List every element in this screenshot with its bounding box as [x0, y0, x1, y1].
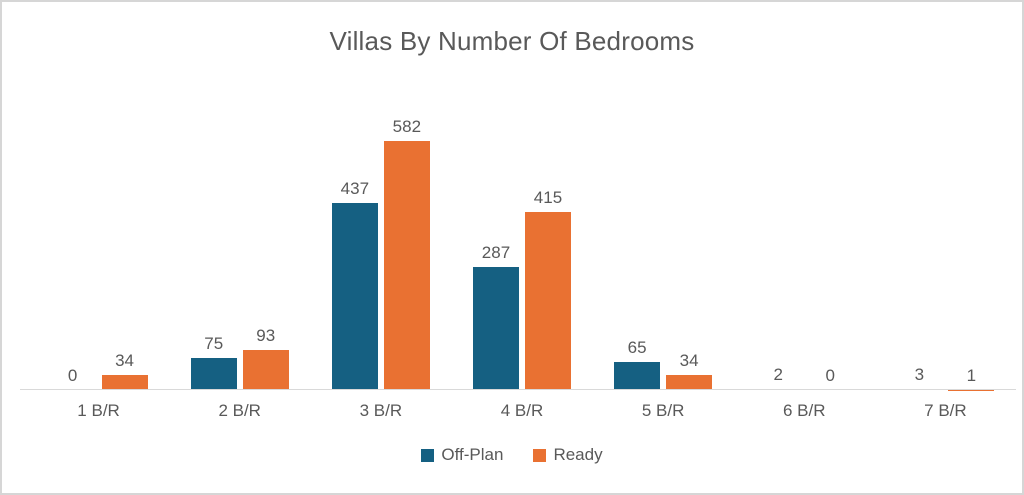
legend-entry-ready: Ready	[533, 445, 603, 465]
data-label-off-plan-7-b-r: 3	[914, 364, 925, 384]
x-axis-line	[20, 389, 1016, 390]
plot-area: 0 34 75 93 437 582 287 415 65 34 2 0 3 1	[20, 92, 1016, 390]
data-label-ready-4-b-r: 415	[533, 188, 563, 208]
data-label-off-plan-5-b-r: 65	[627, 338, 647, 358]
barwrap-ready-7-b-r: 1	[948, 365, 995, 390]
legend-swatch-icon-ready	[533, 448, 547, 462]
category-label-7-b-r: 7 B/R	[924, 401, 967, 420]
bar-ready-5-b-r	[666, 375, 713, 390]
category-axis: 1 B/R 2 B/R 3 B/R 4 B/R 5 B/R 6 B/R 7 B/R	[28, 401, 1016, 421]
barwrap-off-plan-6-b-r: 2	[755, 365, 802, 390]
category-group-1-b-r: 0 34	[28, 92, 169, 390]
barwrap-ready-4-b-r: 415	[524, 188, 571, 390]
data-label-ready-3-b-r: 582	[392, 117, 422, 136]
category-group-4-b-r: 287 415	[451, 92, 592, 390]
legend: Off-Plan Ready	[2, 445, 1022, 465]
bar-off-plan-2-b-r	[190, 357, 237, 390]
data-label-off-plan-2-b-r: 75	[204, 333, 224, 353]
bar-off-plan-5-b-r	[614, 362, 661, 390]
bar-ready-3-b-r	[383, 141, 430, 390]
legend-label-ready: Ready	[553, 445, 603, 464]
category-group-3-b-r: 437 582	[310, 92, 451, 390]
barwrap-off-plan-5-b-r: 65	[614, 338, 661, 390]
bar-off-plan-3-b-r	[331, 203, 378, 390]
barwrap-ready-3-b-r: 582	[383, 117, 430, 390]
category-label-3-b-r: 3 B/R	[359, 401, 403, 420]
barwrap-off-plan-2-b-r: 75	[190, 333, 237, 390]
data-label-ready-7-b-r: 1	[966, 365, 977, 385]
legend-label-off-plan: Off-Plan	[441, 445, 504, 464]
category-group-2-b-r: 75 93	[169, 92, 310, 390]
legend-swatch-icon-off-plan	[421, 448, 435, 462]
bar-ready-4-b-r	[524, 212, 571, 390]
category-label-4-b-r: 4 B/R	[500, 401, 544, 420]
bar-off-plan-4-b-r	[472, 267, 519, 390]
barwrap-ready-1-b-r: 34	[101, 351, 148, 390]
bar-ready-2-b-r	[242, 350, 289, 390]
data-label-ready-6-b-r: 0	[825, 366, 835, 385]
barwrap-off-plan-1-b-r: 0	[50, 367, 96, 390]
bar-groups: 0 34 75 93 437 582 287 415 65 34 2 0 3 1	[28, 92, 1016, 390]
data-label-off-plan-4-b-r: 287	[481, 243, 511, 263]
barwrap-off-plan-3-b-r: 437	[331, 179, 378, 390]
data-label-off-plan-3-b-r: 437	[340, 179, 370, 199]
barwrap-off-plan-4-b-r: 287	[472, 243, 519, 390]
barwrap-ready-2-b-r: 93	[242, 326, 289, 390]
barwrap-ready-5-b-r: 34	[666, 351, 713, 390]
chart-title: Villas By Number Of Bedrooms	[329, 26, 695, 56]
data-label-off-plan-1-b-r: 0	[67, 366, 78, 385]
data-label-ready-2-b-r: 93	[256, 326, 276, 346]
data-label-ready-5-b-r: 34	[679, 351, 699, 371]
barwrap-off-plan-7-b-r: 3	[896, 364, 943, 390]
data-label-ready-1-b-r: 34	[115, 351, 135, 371]
category-label-6-b-r: 6 B/R	[783, 401, 826, 420]
category-label-5-b-r: 5 B/R	[641, 401, 685, 420]
category-label-2-b-r: 2 B/R	[218, 401, 261, 420]
category-group-5-b-r: 65 34	[593, 92, 734, 390]
legend-entry-off-plan: Off-Plan	[421, 445, 503, 465]
barwrap-ready-6-b-r: 0	[807, 367, 853, 390]
bar-ready-1-b-r	[101, 375, 148, 390]
data-label-off-plan-6-b-r: 2	[773, 365, 783, 385]
category-label-1-b-r: 1 B/R	[77, 401, 120, 420]
